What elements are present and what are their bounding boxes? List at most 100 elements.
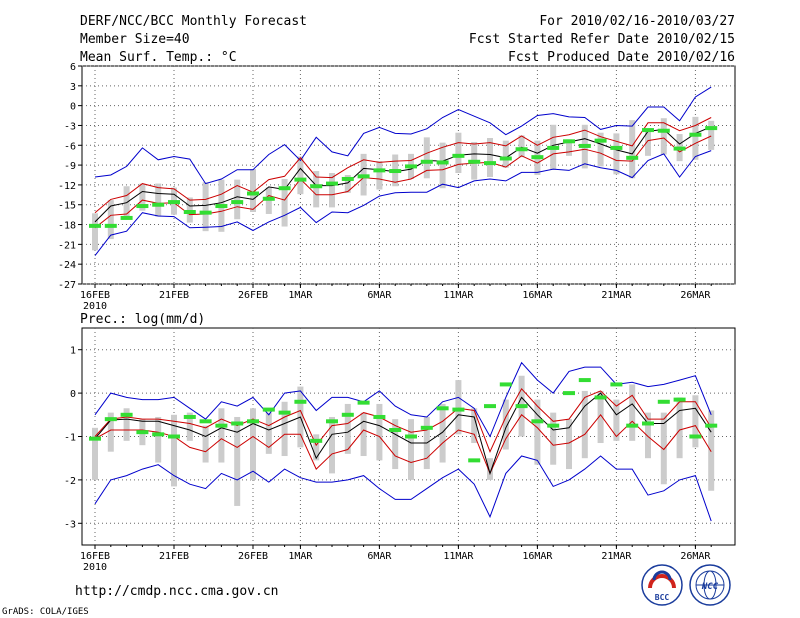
spread-upper-line: [94, 387, 712, 453]
fcst-produced-date: Fcst Produced Date 2010/02/16: [508, 50, 735, 65]
quartile-box: [629, 120, 636, 179]
forecast-period: For 2010/02/16-2010/03/27: [539, 14, 735, 29]
quartile-box: [534, 399, 541, 465]
x-tick-label: 26FEB: [238, 551, 268, 562]
quartile-box: [107, 412, 114, 452]
quartile-box: [281, 178, 288, 227]
x-tick-label: 11MAR: [443, 551, 474, 562]
ensemble-min-line: [94, 455, 712, 522]
quartile-box: [566, 139, 572, 156]
precip-panel-title: Prec.: log(mm/d): [80, 312, 205, 327]
quartile-box: [218, 408, 225, 463]
quartile-box: [455, 132, 462, 174]
quartile-box: [392, 419, 399, 470]
y-tick-label: 0: [70, 102, 76, 113]
quartile-box: [250, 408, 256, 480]
quartile-box: [518, 135, 525, 158]
quartile-box: [629, 384, 636, 441]
figure-title: DERF/NCC/BCC Monthly Forecast: [80, 14, 307, 29]
quartile-box: [613, 133, 620, 175]
quartile-box: [313, 434, 320, 461]
quartile-box: [455, 380, 462, 435]
y-tick-label: 0: [70, 389, 76, 400]
ensemble-mean-line: [94, 126, 712, 223]
quartile-box: [487, 458, 493, 480]
y-tick-label: -3: [64, 121, 76, 132]
quartile-box: [297, 156, 304, 195]
quartile-box: [202, 425, 209, 463]
y-tick-label: -6: [64, 141, 76, 152]
y-tick-label: -12: [58, 181, 76, 192]
quartile-box: [645, 412, 651, 459]
x-tick-year: 2010: [83, 562, 107, 573]
member-size-label: Member Size=40: [80, 32, 190, 47]
quartile-box: [376, 403, 383, 461]
quartile-box: [234, 416, 241, 506]
y-tick-label: -18: [58, 221, 76, 232]
quartile-box: [155, 183, 162, 217]
x-tick-label: 21MAR: [601, 551, 632, 562]
x-tick-label: 21MAR: [601, 290, 632, 301]
source-url[interactable]: http://cmdp.ncc.cma.gov.cn: [75, 584, 279, 599]
quartile-box: [692, 116, 699, 160]
quartile-box: [597, 132, 604, 167]
quartile-box: [329, 173, 335, 208]
ensemble-min-line: [94, 150, 712, 256]
y-tick-label: -3: [64, 519, 76, 530]
y-tick-label: -27: [58, 280, 76, 291]
quartile-box: [329, 416, 335, 474]
y-tick-label: -15: [58, 201, 76, 212]
quartile-box: [234, 179, 241, 220]
x-tick-label: 16MAR: [522, 290, 553, 301]
quartile-box: [265, 412, 272, 454]
y-tick-label: -9: [64, 161, 76, 172]
spread-lower-line: [94, 135, 712, 229]
variable-label: Mean Surf. Temp.: °C: [80, 50, 237, 65]
y-tick-label: -2: [64, 476, 76, 487]
y-tick-label: -1: [64, 433, 76, 444]
quartile-box: [471, 408, 478, 444]
quartile-box: [186, 412, 193, 441]
x-tick-label: 6MAR: [367, 551, 392, 562]
quartile-box: [360, 412, 367, 457]
quartile-box: [202, 182, 209, 232]
plot-frame: [81, 65, 736, 285]
quartile-box: [92, 427, 98, 480]
y-tick-label: 3: [70, 82, 76, 93]
quartile-box: [676, 397, 683, 459]
bcc-logo-text: BCC: [655, 593, 670, 602]
x-tick-label: 21FEB: [159, 551, 189, 562]
x-tick-label: 11MAR: [443, 290, 474, 301]
spread-upper-line: [94, 117, 712, 214]
quartile-box: [708, 410, 715, 491]
quartile-box: [502, 399, 509, 450]
quartile-box: [139, 183, 146, 211]
y-tick-label: 6: [70, 62, 76, 73]
quartile-box: [660, 412, 667, 485]
quartile-box: [708, 120, 715, 150]
x-tick-label: 6MAR: [367, 290, 392, 301]
ensemble-max-line: [94, 361, 712, 438]
quartile-box: [313, 171, 320, 208]
quartile-box: [92, 213, 98, 251]
quartile-box: [423, 137, 430, 179]
ncc-logo: NCC: [689, 564, 731, 606]
quartile-box: [439, 403, 446, 463]
quartile-box: [660, 118, 667, 155]
quartile-box: [171, 414, 177, 487]
quartile-box: [123, 186, 130, 218]
quartile-box: [344, 403, 351, 454]
grads-credit: GrADS: COLA/IGES: [2, 607, 89, 617]
x-tick-label: 1MAR: [288, 290, 313, 301]
ensemble-mean-line: [94, 392, 712, 476]
quartile-box: [123, 408, 130, 441]
x-tick-label: 16FEB: [80, 290, 110, 301]
x-tick-label: 26FEB: [238, 290, 268, 301]
x-tick-label: 21FEB: [159, 290, 189, 301]
quartile-box: [613, 399, 620, 441]
quartile-box: [376, 161, 383, 190]
x-tick-label: 26MAR: [680, 290, 711, 301]
spread-lower-line: [94, 413, 712, 475]
